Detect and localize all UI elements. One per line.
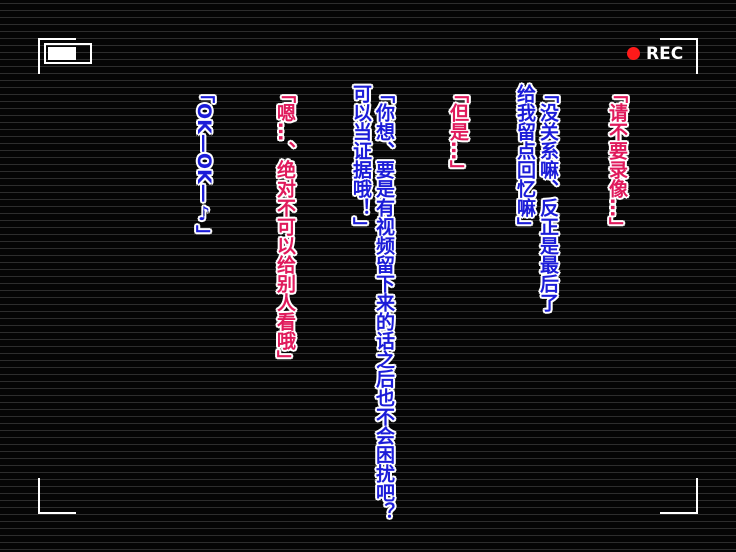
battery-tip xyxy=(44,43,92,64)
dialogue-line: 给我留点回忆嘛」 xyxy=(514,84,536,236)
dialogue-line: 「请不要录像…」 xyxy=(606,84,628,236)
dialogue-line: 「OK—OK—♪」 xyxy=(193,84,215,244)
dialogue: 「没关系嘛、反正是最后了 给我留点回忆嘛」 xyxy=(513,84,559,312)
battery-level xyxy=(48,47,76,60)
dialogue: 「嗯…、绝对不可以给别人看哦」 xyxy=(273,84,296,369)
frame-corner xyxy=(660,38,698,74)
battery-icon xyxy=(44,43,92,64)
rec-dot xyxy=(627,47,640,60)
dialogue-line: 「嗯…、绝对不可以给别人看哦」 xyxy=(274,84,296,369)
rec-label: REC xyxy=(646,44,684,64)
dialogue-line: 「你想、要是有视频留下来的话之后也不会困扰吧？ xyxy=(373,84,395,521)
frame-corner xyxy=(38,478,76,514)
dialogue: 「你想、要是有视频留下来的话之后也不会困扰吧？ 可以当证据哦！」 xyxy=(349,84,395,521)
frame-corner xyxy=(38,38,76,74)
dialogue-line: 可以当证据哦！」 xyxy=(350,84,372,236)
dialogue: 「OK—OK—♪」 xyxy=(192,84,215,244)
dialogue: 「但是…」 xyxy=(446,84,469,179)
dialogue: 「请不要录像…」 xyxy=(605,84,628,236)
dialogue-line: 「但是…」 xyxy=(447,84,469,179)
frame-corner xyxy=(660,478,698,514)
dialogue-line: 「没关系嘛、反正是最后了 xyxy=(537,84,559,312)
